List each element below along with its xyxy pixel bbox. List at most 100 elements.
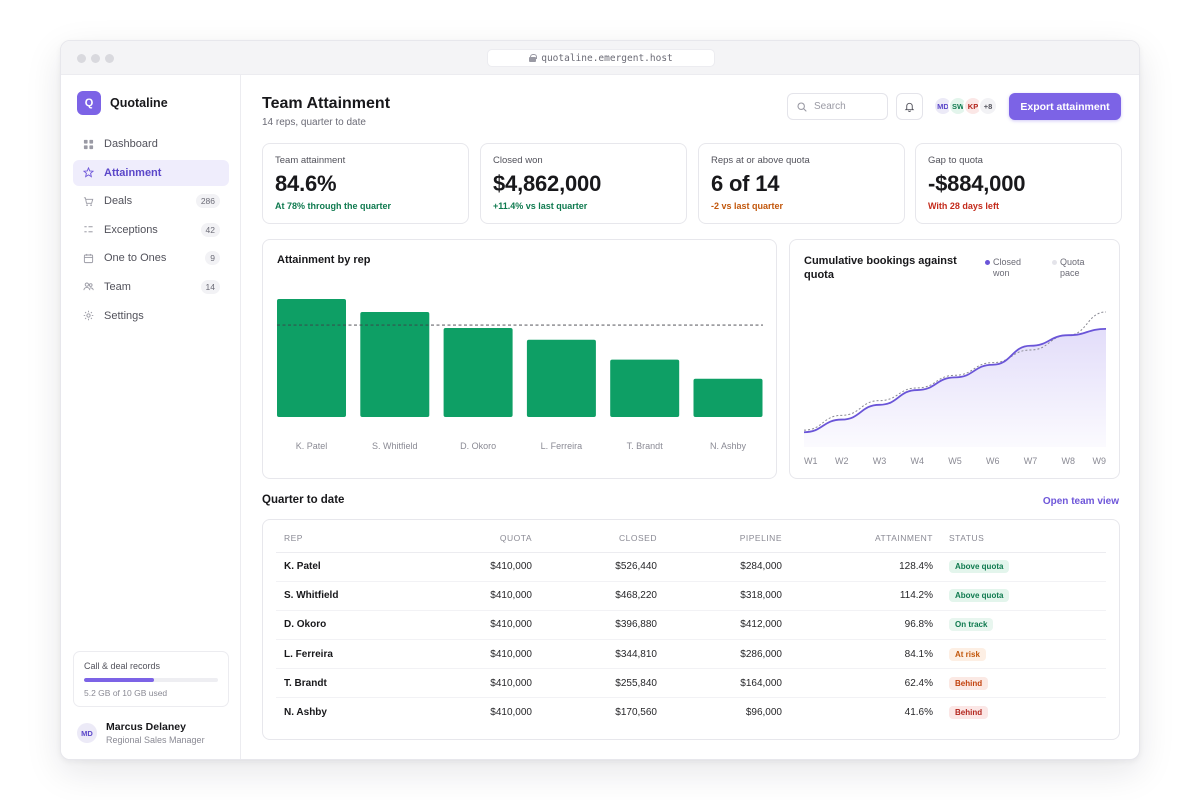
cell-pipeline: $284,000 [657, 552, 782, 582]
cell-quota: $410,000 [356, 668, 532, 699]
x-tick-label: S. Whitfield [372, 441, 418, 451]
bar-4[interactable] [610, 359, 680, 417]
status-badge: Behind [949, 676, 989, 690]
storage-widget: Call & deal records 5.2 GB of 10 GB used [73, 651, 229, 707]
user-name: Marcus Delaney [106, 721, 186, 733]
quarter-table: REP QUOTA CLOSED PIPELINE ATTAINMENT STA… [276, 524, 1106, 727]
cell-status: Above quota [933, 552, 1106, 582]
window-dot-minimize[interactable] [91, 54, 100, 63]
sidebar-item-label: Attainment [104, 166, 162, 179]
sidebar-item-count: 14 [200, 279, 220, 294]
cart-icon [82, 195, 94, 207]
search-input[interactable]: Search [787, 93, 888, 120]
x-tick-label: T. Brandt [627, 441, 664, 451]
export-attainment-button[interactable]: Export attainment [1009, 93, 1121, 120]
storage-fill [84, 678, 154, 682]
table-header-row: REP QUOTA CLOSED PIPELINE ATTAINMENT STA… [276, 524, 1106, 553]
cell-rep: K. Patel [276, 552, 356, 582]
sidebar-item-deals[interactable]: Deals 286 [73, 188, 229, 214]
sidebar-item-team[interactable]: Team 14 [73, 274, 229, 300]
bar-5[interactable] [693, 378, 763, 417]
sidebar-item-one-to-ones[interactable]: One to Ones 9 [73, 245, 229, 271]
bar-3[interactable] [526, 339, 596, 417]
col-closed[interactable]: CLOSED [532, 524, 657, 553]
bar-1[interactable] [360, 312, 430, 417]
search-placeholder: Search [814, 101, 846, 112]
table-row[interactable]: D. Okoro $410,000 $396,880 $412,000 96.8% On … [276, 610, 1106, 641]
brand[interactable]: Q Quotaline [77, 91, 168, 115]
quarter-table-card: REP QUOTA CLOSED PIPELINE ATTAINMENT STA… [262, 519, 1120, 740]
bar-2[interactable] [443, 328, 513, 417]
notifications-button[interactable] [896, 93, 923, 120]
cell-status: Above quota [933, 581, 1106, 611]
sidebar-item-settings[interactable]: Settings [73, 303, 229, 329]
team-avatars[interactable]: MD SW KP +8 [933, 96, 998, 116]
cell-status: On track [933, 610, 1106, 641]
kpi-note: With 28 days left [928, 201, 999, 211]
col-rep[interactable]: REP [276, 524, 356, 553]
col-attainment[interactable]: ATTAINMENT [782, 524, 933, 553]
col-pipeline[interactable]: PIPELINE [657, 524, 782, 553]
sidebar-item-label: Exceptions [104, 223, 158, 236]
cell-attainment: 96.8% [782, 610, 933, 641]
bookings-chart-card: Cumulative bookings against quota Closed… [789, 239, 1120, 479]
attainment-chart-title: Attainment by rep [277, 254, 371, 266]
x-tick-label: W9 [1093, 456, 1107, 466]
avatar: MD [77, 723, 97, 743]
legend-dot-closed-won [985, 260, 990, 265]
kpi-note: At 78% through the quarter [275, 201, 392, 211]
star-icon [82, 167, 94, 179]
legend-dot-quota-pace [1052, 260, 1057, 265]
cell-attainment: 41.6% [904, 707, 933, 719]
closed-won-line [803, 327, 1107, 434]
col-status[interactable]: STATUS [933, 524, 1106, 553]
cell-quota: $410,000 [490, 707, 532, 719]
x-tick-label: W5 [948, 456, 962, 466]
closed-won-area [804, 328, 1106, 447]
bookings-chart-title: Cumulative bookings against quota [804, 255, 957, 281]
open-team-view-link[interactable]: Open team view [1042, 496, 1119, 507]
kpi-label: Reps at or above quota [711, 155, 810, 166]
x-tick-label: W1 [804, 456, 818, 466]
table-row[interactable]: N. Ashby $410,000 $170,560 $96,000 41.6% Behi… [276, 698, 1106, 727]
table-row[interactable]: S. Whitfield $410,000 $468,220 $318,000 114.… [276, 581, 1106, 611]
attainment-bar-chart: K. Patel S. Whitfield D. Okoro L. Ferreira T… [277, 299, 763, 451]
x-tick-label: K. Patel [296, 441, 328, 451]
team-avatar[interactable]: +8 [978, 96, 998, 116]
bell-icon [904, 102, 915, 112]
status-badge: Above quota [949, 589, 1010, 603]
cell-rep: L. Ferreira [276, 639, 356, 670]
cell-status: Behind [933, 668, 1106, 699]
window-dot-maximize[interactable] [105, 54, 114, 63]
cell-attainment: 128.4% [782, 552, 933, 582]
kpi-note: -2 vs last quarter [711, 201, 784, 211]
sidebar-item-attainment[interactable]: Attainment [73, 159, 229, 186]
sidebar-item-label: Team [104, 280, 131, 293]
cell-closed: $344,810 [532, 639, 657, 670]
cell-closed: $526,440 [532, 552, 657, 582]
table-row[interactable]: K. Patel $410,000 $526,440 $284,000 128.4% Ab… [276, 552, 1106, 582]
kpi-value: -$884,000 [928, 171, 1026, 196]
window-dot-close[interactable] [77, 54, 86, 63]
calendar-icon [82, 252, 94, 264]
sidebar-item-count: 286 [195, 194, 220, 209]
table-row[interactable]: L. Ferreira $410,000 $344,810 $286,000 84.1%… [276, 639, 1106, 670]
bar-0[interactable] [277, 299, 346, 417]
kpi-label: Team attainment [275, 155, 346, 166]
sidebar-item-label: Settings [104, 309, 144, 322]
col-quota[interactable]: QUOTA [356, 524, 532, 553]
legend-label-quota-pace: Quota pace [1060, 257, 1085, 278]
user-profile[interactable]: MD Marcus Delaney Regional Sales Manager [77, 721, 205, 745]
sidebar-item-exceptions[interactable]: Exceptions 42 [73, 217, 229, 243]
legend-quota-pace: Quota pace [1052, 257, 1100, 279]
attainment-chart-card: Attainment by rep K. Patel S. Whitfield D.… [262, 239, 777, 479]
table-row[interactable]: T. Brandt $410,000 $255,840 $164,000 62.4% Be… [276, 668, 1106, 699]
cell-pipeline: $412,000 [657, 610, 782, 641]
section-title: Quarter to date [262, 494, 345, 506]
sidebar-nav: Dashboard Attainment Deals 286 Exceptions 42 O… [73, 131, 229, 331]
address-bar[interactable]: quotaline.emergent.host [487, 49, 715, 67]
cell-closed: $396,880 [532, 610, 657, 641]
gear-icon [82, 310, 94, 322]
sidebar-item-dashboard[interactable]: Dashboard [73, 131, 229, 157]
cell-rep: T. Brandt [276, 668, 356, 699]
